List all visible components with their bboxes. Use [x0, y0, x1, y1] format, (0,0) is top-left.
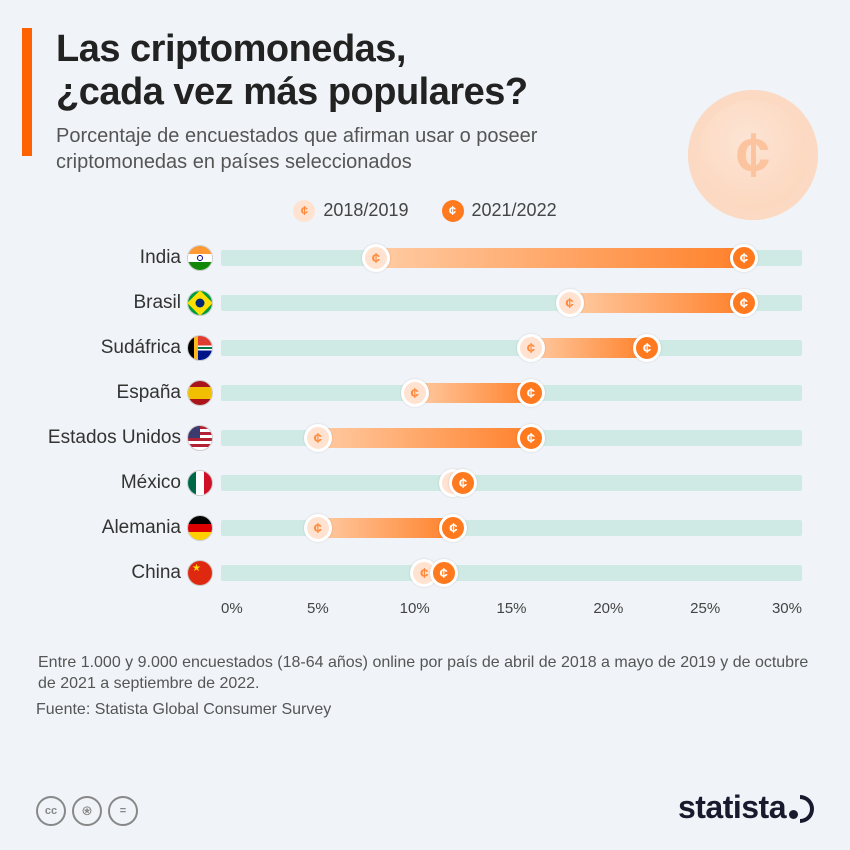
x-tick: 0%	[221, 600, 243, 617]
flag-mexico-icon	[187, 470, 213, 496]
chart-plot: India¢¢Brasil¢¢Sudáfrica¢¢España¢¢Estado…	[221, 236, 802, 596]
marker-period-a-icon: ¢	[556, 289, 584, 317]
marker-period-a-icon: ¢	[517, 334, 545, 362]
legend-marker-a-icon: ¢	[293, 200, 315, 222]
chart-row: Alemania¢¢	[221, 506, 802, 551]
chart-row: Brasil¢¢	[221, 281, 802, 326]
flag-espana-icon	[187, 380, 213, 406]
marker-period-b-icon: ¢	[430, 559, 458, 587]
chart-row: China★¢¢	[221, 551, 802, 596]
header: Las criptomonedas, ¿cada vez más popular…	[36, 28, 814, 175]
subtitle: Porcentaje de encuestados que afirman us…	[56, 123, 636, 175]
row-label: Alemania	[36, 517, 181, 539]
marker-period-a-icon: ¢	[401, 379, 429, 407]
legend-label-b: 2021/2022	[472, 200, 557, 221]
legend: ¢ 2018/2019 ¢ 2021/2022	[36, 199, 814, 222]
connector-bar	[570, 293, 744, 313]
coin-icon	[688, 90, 818, 220]
chart-row: Estados Unidos¢¢	[221, 416, 802, 461]
title-line-1: Las criptomonedas,	[56, 28, 406, 70]
connector-bar	[415, 383, 531, 403]
chart-row: Sudáfrica¢¢	[221, 326, 802, 371]
legend-item-a: ¢ 2018/2019	[293, 200, 408, 222]
x-tick: 30%	[772, 600, 802, 617]
chart: India ¢ ¢ Brasil ¢ ¢ Sudáfrica ¢ ¢ España ¢ ¢ Estado…	[36, 236, 814, 626]
row-label: España	[36, 382, 181, 404]
marker-period-b-icon: ¢	[439, 514, 467, 542]
x-tick: 15%	[496, 600, 526, 617]
connector-bar	[318, 428, 531, 448]
chart-row: India¢¢	[221, 236, 802, 281]
flag-brasil-icon	[187, 290, 213, 316]
row-label: India	[36, 247, 181, 269]
row-label: Estados Unidos	[36, 427, 181, 449]
row-track	[221, 475, 802, 491]
chart-row: México¢¢	[221, 461, 802, 506]
row-label: Sudáfrica	[36, 337, 181, 359]
source-line: Fuente: Statista Global Consumer Survey	[36, 701, 814, 719]
row-label: Brasil	[36, 292, 181, 314]
flag-sudafrica-icon	[187, 335, 213, 361]
flag-india-icon	[187, 245, 213, 271]
x-tick: 25%	[690, 600, 720, 617]
flag-china-icon: ★	[187, 560, 213, 586]
marker-period-b-icon: ¢	[449, 469, 477, 497]
row-label: China	[36, 562, 181, 584]
x-tick: 5%	[307, 600, 329, 617]
cc-by-icon: ⍟	[72, 796, 102, 826]
marker-period-b-icon: ¢	[730, 244, 758, 272]
x-axis: 0% 5% 10% 15% 20% 25% 30%	[221, 600, 802, 626]
marker-period-b-icon: ¢	[517, 379, 545, 407]
connector-bar	[531, 338, 647, 358]
legend-label-a: 2018/2019	[323, 200, 408, 221]
legend-item-b: ¢ 2021/2022	[442, 200, 557, 222]
marker-period-a-icon: ¢	[304, 514, 332, 542]
connector-bar	[376, 248, 744, 268]
brand-dot-icon	[789, 810, 798, 819]
cc-icon: cc	[36, 796, 66, 826]
brand-logo: statista	[678, 789, 814, 826]
connector-bar	[318, 518, 454, 538]
marker-period-b-icon: ¢	[517, 424, 545, 452]
marker-period-b-icon: ¢	[730, 289, 758, 317]
flag-alemania-icon	[187, 515, 213, 541]
x-tick: 10%	[400, 600, 430, 617]
brand-arc-icon	[800, 795, 814, 823]
accent-bar	[22, 28, 32, 156]
footnote: Entre 1.000 y 9.000 encuestados (18-64 a…	[36, 652, 814, 695]
row-track	[221, 340, 802, 356]
flag-usa-icon	[187, 425, 213, 451]
title-line-2: ¿cada vez más populares?	[56, 71, 528, 113]
page-title: Las criptomonedas, ¿cada vez más popular…	[56, 28, 814, 113]
marker-period-a-icon: ¢	[304, 424, 332, 452]
x-tick: 20%	[593, 600, 623, 617]
license-icons: cc ⍟ =	[36, 796, 138, 826]
brand-text: statista	[678, 789, 786, 826]
marker-period-a-icon: ¢	[362, 244, 390, 272]
legend-marker-b-icon: ¢	[442, 200, 464, 222]
chart-row: España¢¢	[221, 371, 802, 416]
marker-period-b-icon: ¢	[633, 334, 661, 362]
row-track	[221, 565, 802, 581]
cc-nd-icon: =	[108, 796, 138, 826]
row-label: México	[36, 472, 181, 494]
footer: cc ⍟ = statista	[36, 789, 814, 826]
